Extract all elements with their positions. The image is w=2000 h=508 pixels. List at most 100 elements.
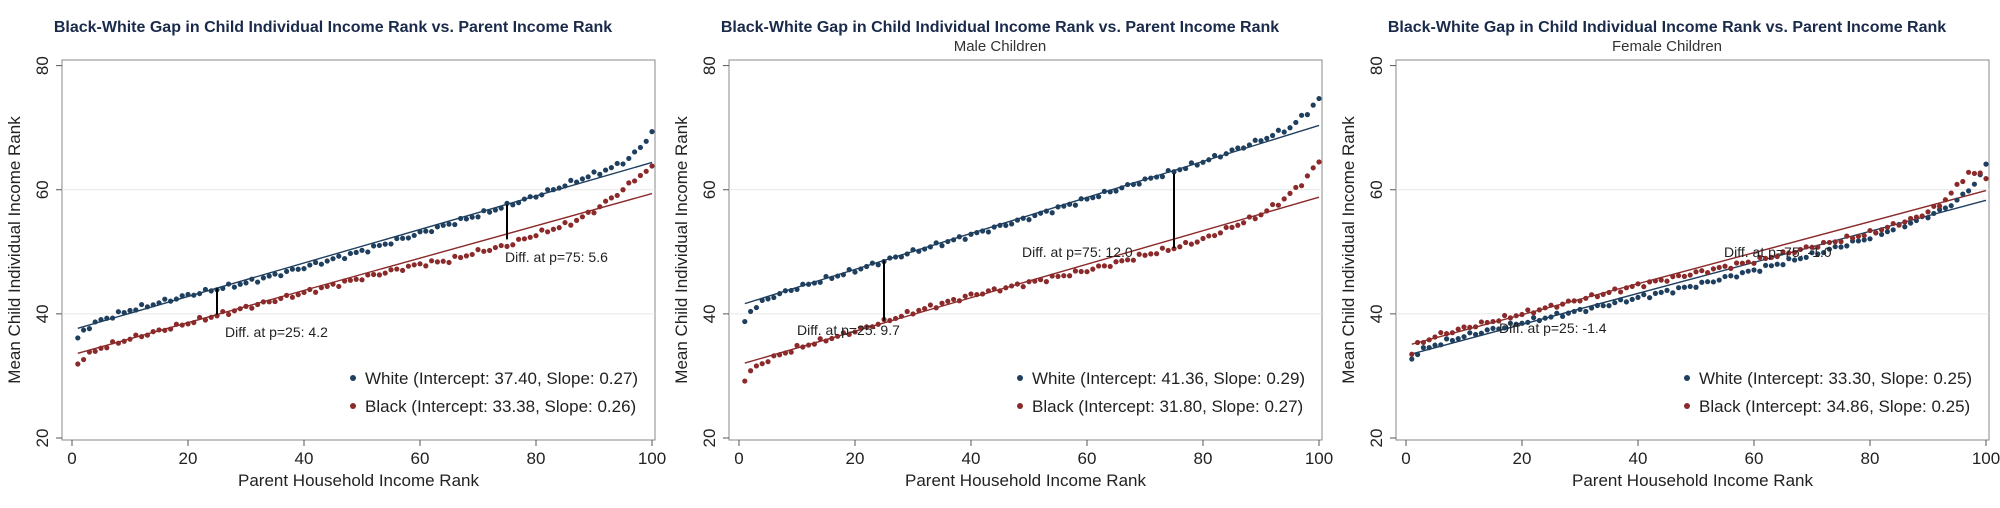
data-point-white <box>1751 267 1757 273</box>
data-point-white <box>115 309 121 315</box>
data-point-white <box>1490 325 1496 332</box>
data-point-white <box>1536 317 1542 324</box>
data-point-white <box>353 249 359 255</box>
data-point-black <box>1194 239 1200 245</box>
data-point-white <box>1217 154 1223 160</box>
data-point-black <box>1971 170 1977 177</box>
data-point-white <box>173 296 179 302</box>
data-point-black <box>1188 241 1194 247</box>
data-point-black <box>139 334 145 340</box>
data-point-white <box>1902 224 1908 230</box>
x-tick-label: 0 <box>734 449 743 468</box>
data-point-black <box>1055 273 1061 279</box>
data-point-white <box>1229 147 1235 153</box>
data-point-white <box>104 315 110 321</box>
fit-line-white <box>77 161 653 330</box>
data-point-black <box>214 313 220 319</box>
data-point-black <box>284 292 290 298</box>
data-point-black <box>817 336 823 342</box>
data-point-black <box>1020 284 1026 290</box>
data-point-black <box>1502 312 1508 319</box>
chart-svg: Black-White Gap in Child Individual Inco… <box>1339 19 2000 490</box>
data-point-black <box>811 341 817 347</box>
data-point-black <box>1873 230 1879 236</box>
data-point-black <box>916 307 922 313</box>
data-point-black <box>1954 181 1960 187</box>
data-point-white <box>1774 261 1780 267</box>
data-point-white <box>1409 356 1415 362</box>
data-point-white <box>898 254 904 260</box>
y-tick-label: 60 <box>33 180 52 199</box>
legend-entry: Black (Intercept: 31.80, Slope: 0.27) <box>1032 397 1303 416</box>
data-point-white <box>510 202 516 208</box>
data-point-white <box>1154 174 1160 180</box>
data-point-white <box>887 255 893 261</box>
data-point-white <box>788 287 794 294</box>
data-point-black <box>226 311 232 318</box>
data-point-black <box>202 317 208 323</box>
data-point-black <box>1519 311 1525 318</box>
data-point-white <box>98 317 104 323</box>
data-point-white <box>1432 342 1438 348</box>
data-point-black <box>608 195 615 201</box>
data-point-white <box>1142 176 1148 182</box>
data-point-white <box>916 248 922 254</box>
data-point-white <box>800 281 806 287</box>
data-point-white <box>765 296 771 302</box>
data-point-white <box>1507 320 1513 326</box>
data-point-black <box>1699 268 1705 274</box>
data-point-black <box>904 308 910 315</box>
data-point-black <box>579 214 586 220</box>
data-point-white <box>1786 256 1792 262</box>
data-point-black <box>1096 263 1102 269</box>
data-point-black <box>1043 279 1049 285</box>
chart-title: Black-White Gap in Child Individual Inco… <box>54 19 612 36</box>
data-point-black <box>185 321 191 327</box>
data-point-black <box>295 292 301 298</box>
data-point-white <box>829 275 835 281</box>
data-point-black <box>835 333 841 339</box>
data-point-black <box>330 281 336 287</box>
data-point-white <box>1606 303 1612 309</box>
data-point-white <box>278 273 284 279</box>
data-point-black <box>394 266 400 272</box>
data-point-black <box>400 267 406 273</box>
data-point-white <box>771 294 777 301</box>
data-point-black <box>1826 239 1832 246</box>
data-point-black <box>307 286 313 293</box>
data-point-white <box>1815 251 1821 257</box>
data-point-white <box>284 268 290 275</box>
data-point-black <box>1136 251 1142 257</box>
data-point-white <box>858 266 864 272</box>
data-point-black <box>1084 269 1090 275</box>
data-point-white <box>1525 319 1531 325</box>
data-point-black <box>840 330 846 336</box>
data-point-white <box>382 241 388 247</box>
data-point-black <box>1983 176 1989 182</box>
gap-annotation: Diff. at p=25: 4.2 <box>225 324 328 340</box>
data-point-black <box>1606 289 1612 296</box>
data-point-white <box>794 286 800 293</box>
data-point-white <box>1705 279 1711 285</box>
data-point-black <box>1165 247 1171 254</box>
data-point-black <box>1061 273 1067 279</box>
data-point-black <box>846 331 852 338</box>
data-point-black <box>1850 235 1856 241</box>
data-point-white <box>318 261 324 267</box>
data-point-black <box>92 348 98 354</box>
data-point-black <box>1966 169 1972 175</box>
y-tick-label: 80 <box>1367 56 1386 75</box>
data-point-black <box>162 327 168 333</box>
data-point-black <box>324 283 330 289</box>
data-point-white <box>579 176 586 182</box>
data-point-black <box>1803 244 1809 250</box>
data-point-white <box>156 300 162 306</box>
data-point-black <box>1293 184 1299 191</box>
data-point-black <box>585 209 591 215</box>
data-point-black <box>521 236 528 242</box>
data-point-black <box>1757 254 1763 261</box>
data-point-white <box>220 285 226 291</box>
data-point-white <box>922 246 928 252</box>
data-point-black <box>231 308 237 314</box>
data-point-white <box>168 298 174 304</box>
